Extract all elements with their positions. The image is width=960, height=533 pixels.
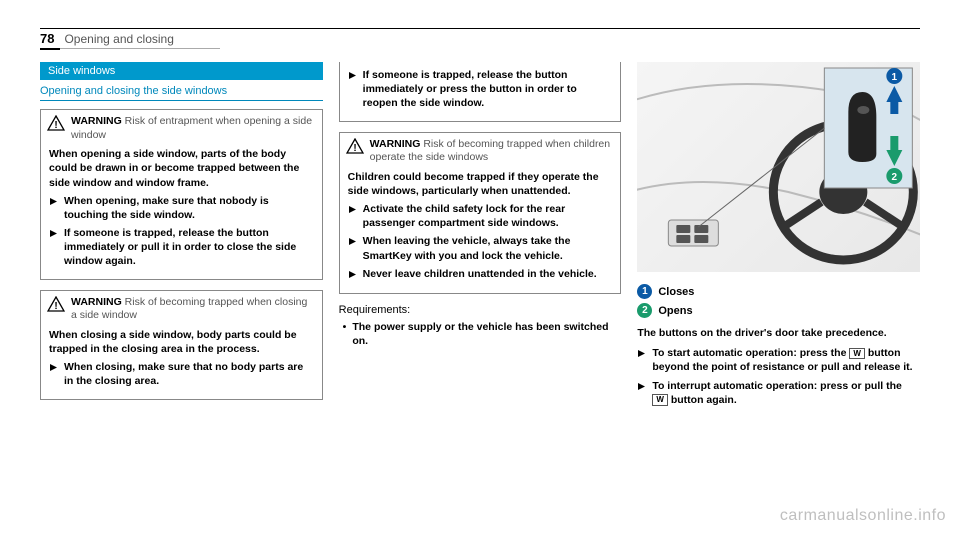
instruction-tail: button again.: [671, 394, 737, 406]
column-2: If someone is trapped, release the butto…: [339, 62, 622, 411]
triangle-bullet-icon: [348, 70, 357, 111]
warning-title: WARNING Risk of entrapment when opening …: [71, 115, 316, 142]
instruction-item: To interrupt automatic operation: press …: [637, 379, 920, 407]
triangle-bullet-icon: [348, 204, 357, 230]
warning-title: WARNING Risk of becoming trapped when cl…: [71, 296, 316, 323]
legend-number-icon: 1: [637, 284, 652, 299]
svg-text:2: 2: [892, 172, 898, 183]
page-header: 78 Opening and closing: [40, 31, 920, 50]
bullet-text: When leaving the vehicle, always take th…: [363, 234, 613, 262]
bullet-text: If someone is trapped, release the butto…: [64, 226, 314, 269]
bullet-text: If someone is trapped, release the butto…: [363, 68, 613, 111]
legend-item: 2 Opens: [637, 303, 920, 318]
instruction-prefix: To start automatic operation:: [652, 347, 796, 359]
warning-bullet: If someone is trapped, release the butto…: [49, 226, 314, 269]
instruction-lead: The buttons on the driver's door take pr…: [637, 326, 920, 340]
legend-number-icon: 2: [637, 303, 652, 318]
triangle-bullet-icon: [637, 348, 646, 374]
warning-bullet: Activate the child safety lock for the r…: [348, 202, 613, 230]
bullet-text: Never leave children unattended in the v…: [363, 267, 597, 283]
warning-box: ! WARNING Risk of becoming trapped when …: [339, 132, 622, 294]
warning-label: WARNING: [71, 115, 122, 127]
window-button-icon: W: [652, 394, 668, 406]
bullet-text: Activate the child safety lock for the r…: [363, 202, 613, 230]
instruction-prefix: To interrupt automatic operation:: [652, 380, 817, 392]
warning-body-text: Children could become trapped if they op…: [348, 170, 613, 198]
warning-label: WARNING: [370, 138, 421, 150]
bullet-dot-icon: •: [343, 320, 347, 348]
triangle-bullet-icon: [49, 362, 58, 388]
svg-text:1: 1: [892, 72, 898, 83]
warning-triangle-icon: !: [47, 296, 65, 312]
svg-text:!: !: [353, 143, 356, 154]
legend-label: Opens: [658, 305, 692, 317]
warning-body-text: When opening a side window, parts of the…: [49, 147, 314, 190]
warning-triangle-icon: !: [346, 138, 364, 154]
triangle-bullet-icon: [637, 381, 646, 407]
warning-body-text: When closing a side window, body parts c…: [49, 328, 314, 356]
page-number: 78: [40, 31, 60, 50]
warning-box: ! WARNING Risk of entrapment when openin…: [40, 109, 323, 280]
instruction-mid: press or pull the: [820, 380, 902, 392]
requirements-heading: Requirements:: [339, 304, 622, 316]
subsection-heading: Opening and closing the side windows: [40, 82, 323, 101]
warning-triangle-icon: !: [47, 115, 65, 131]
svg-text:!: !: [54, 301, 57, 312]
warning-bullet: When closing, make sure that no body par…: [49, 360, 314, 388]
window-switch-figure: 1 2: [637, 62, 920, 272]
legend-item: 1 Closes: [637, 284, 920, 299]
warning-bullet: When leaving the vehicle, always take th…: [348, 234, 613, 262]
watermark: carmanualsonline.info: [780, 507, 946, 525]
bullet-text: When closing, make sure that no body par…: [64, 360, 314, 388]
warning-label: WARNING: [71, 296, 122, 308]
warning-bullet: If someone is trapped, release the butto…: [348, 68, 613, 111]
warning-bullet: Never leave children unattended in the v…: [348, 267, 613, 283]
triangle-bullet-icon: [348, 236, 357, 262]
triangle-bullet-icon: [49, 196, 58, 222]
instruction-item: To start automatic operation: press the …: [637, 346, 920, 374]
warning-box: ! WARNING Risk of becoming trapped when …: [40, 290, 323, 400]
column-3: 1 2 1 Closes 2 Opens The buttons on the …: [637, 62, 920, 411]
page-section-title: Opening and closing: [60, 32, 220, 49]
instruction-text: To start automatic operation: press the …: [652, 346, 920, 374]
legend-label: Closes: [658, 286, 694, 298]
requirement-item: • The power supply or the vehicle has be…: [343, 320, 622, 348]
warning-continuation-box: If someone is trapped, release the butto…: [339, 62, 622, 122]
instruction-text: To interrupt automatic operation: press …: [652, 379, 920, 407]
bullet-text: When opening, make sure that nobody is t…: [64, 194, 314, 222]
triangle-bullet-icon: [348, 269, 357, 283]
triangle-bullet-icon: [49, 228, 58, 269]
svg-text:!: !: [54, 120, 57, 131]
window-button-icon: W: [849, 348, 865, 360]
instruction-mid: press the: [800, 347, 847, 359]
requirement-text: The power supply or the vehicle has been…: [352, 320, 621, 348]
section-heading: Side windows: [40, 62, 323, 80]
column-1: Side windows Opening and closing the sid…: [40, 62, 323, 411]
warning-title: WARNING Risk of becoming trapped when ch…: [370, 138, 615, 165]
warning-bullet: When opening, make sure that nobody is t…: [49, 194, 314, 222]
